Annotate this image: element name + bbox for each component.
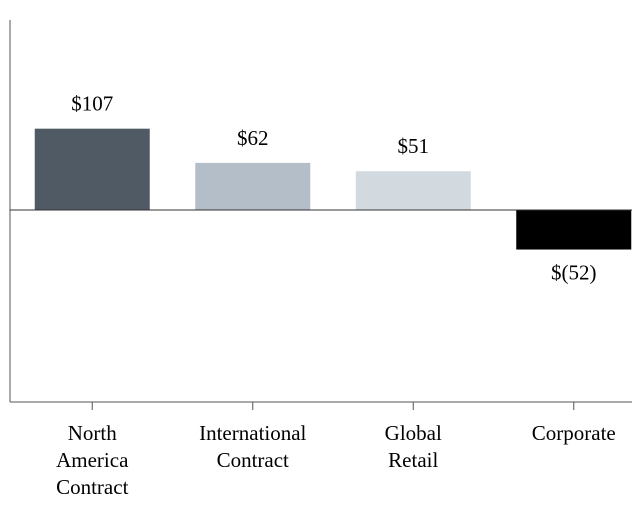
data-label: $107 [71, 92, 113, 116]
data-label: $62 [237, 126, 269, 150]
x-tick-label: Corporate [531, 421, 616, 445]
bar [355, 171, 471, 210]
x-tick-label: International Contract [199, 421, 307, 472]
data-label: $51 [398, 134, 430, 158]
x-tick-label: Global Retail [384, 421, 442, 472]
x-tick-label: North America Contract [56, 421, 129, 499]
bar [516, 210, 632, 250]
bar [34, 128, 150, 210]
data-label: $(52) [551, 261, 597, 285]
bar [195, 162, 311, 210]
